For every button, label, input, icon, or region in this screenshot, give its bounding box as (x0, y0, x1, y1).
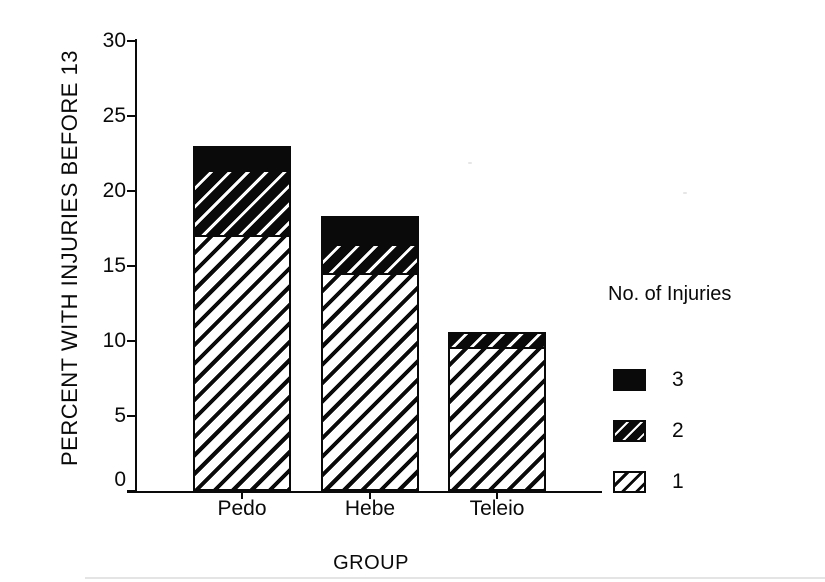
y-tick (127, 190, 136, 192)
legend-label: 2 (672, 419, 684, 442)
y-tick-label: 20 (102, 179, 126, 202)
category-label-pedo: Pedo (217, 497, 267, 520)
bar-segment-hebe-injuries-2 (323, 244, 417, 273)
legend-swatch-light-hatch-icon (613, 471, 646, 493)
bar-segment-teleio-injuries-1 (450, 346, 544, 489)
scan-speck (468, 162, 472, 164)
y-tick (127, 40, 136, 42)
y-tick (127, 415, 136, 417)
y-tick-label: 25 (102, 104, 126, 127)
y-axis-line (135, 39, 137, 493)
bar-segment-pedo-injuries-3 (195, 148, 289, 170)
y-tick (127, 490, 136, 492)
x-axis-line (127, 491, 602, 493)
bar-teleio (448, 332, 546, 491)
bar-hebe (321, 216, 419, 491)
bar-segment-teleio-injuries-2 (450, 334, 544, 347)
bar-segment-hebe-injuries-3 (323, 218, 417, 245)
legend: No. of Injuries 3 2 1 (600, 283, 810, 503)
legend-swatch-dark-hatch-icon (613, 420, 646, 442)
y-tick-label: 15 (102, 254, 126, 277)
x-tick (369, 493, 371, 499)
x-tick (496, 493, 498, 499)
y-tick-label: 30 (102, 29, 126, 52)
legend-label: 1 (672, 470, 684, 493)
category-label-teleio: Teleio (469, 497, 525, 520)
y-axis-title: PERCENT WITH INJURIES BEFORE 13 (57, 49, 82, 466)
bar-segment-pedo-injuries-1 (195, 234, 289, 489)
category-label-hebe: Hebe (344, 497, 396, 520)
y-tick-label: 10 (102, 329, 126, 352)
bar-segment-hebe-injuries-1 (323, 272, 417, 489)
bar-segment-pedo-injuries-2 (195, 169, 289, 235)
y-tick-label: 0 (114, 468, 126, 491)
legend-swatch-solid-black-icon (613, 369, 646, 391)
legend-title: No. of Injuries (608, 283, 732, 305)
y-tick-label: 5 (114, 404, 126, 427)
legend-label: 3 (672, 368, 684, 391)
y-tick (127, 115, 136, 117)
y-tick (127, 265, 136, 267)
scan-speck (683, 192, 687, 194)
y-tick (127, 340, 136, 342)
x-axis-title: GROUP (333, 552, 409, 574)
x-tick (241, 493, 243, 499)
scan-artifact-line (85, 577, 825, 579)
bar-pedo (193, 146, 291, 491)
